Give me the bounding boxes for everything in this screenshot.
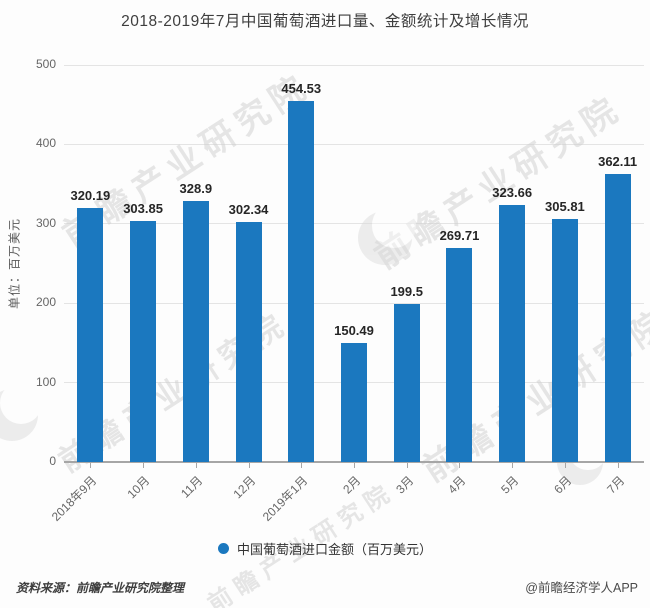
bar-value-label: 199.5 [390, 283, 423, 299]
x-tick [248, 463, 250, 468]
gridline [64, 64, 644, 66]
legend-label: 中国葡萄酒进口金额（百万美元） [236, 542, 432, 557]
bar [235, 221, 262, 462]
bar-value-label: 305.81 [545, 199, 585, 215]
bar-value-label: 303.85 [123, 200, 163, 216]
gridline [64, 223, 644, 225]
bar-value-label: 269.71 [439, 227, 480, 243]
y-axis-title: 单位：百万美元 [7, 218, 22, 310]
x-tick [617, 463, 619, 468]
bar [446, 247, 473, 462]
bar-value-label: 328.9 [179, 180, 213, 196]
x-axis-line [64, 461, 644, 463]
bar [604, 174, 631, 462]
y-tick-label: 400 [35, 136, 56, 151]
bar-value-label: 454.53 [281, 81, 322, 97]
chart-title: 2018-2019年7月中国葡萄酒进口量、金额统计及增长情况 [121, 13, 529, 30]
bar [499, 205, 526, 462]
legend: 中国葡萄酒进口金额（百万美元） [0, 539, 650, 558]
bar-value-label: 362.11 [598, 154, 638, 170]
x-tick [406, 463, 408, 468]
watermark-logo-icon [0, 381, 43, 441]
credit-note: @前瞻经济学人APP [525, 581, 638, 595]
bar-value-label: 320.19 [70, 187, 111, 203]
y-tick-label: 500 [35, 57, 56, 71]
legend-marker-circle-icon [217, 543, 229, 554]
x-tick [301, 463, 303, 468]
x-tick [195, 463, 197, 468]
footer: 资料来源：前瞻产业研究院整理 @前瞻经济学人APP [16, 577, 638, 596]
bar-value-label: 323.66 [492, 185, 533, 200]
bar-value-label: 302.34 [228, 201, 269, 217]
y-tick-label: 0 [49, 454, 56, 468]
x-tick [90, 463, 92, 468]
bar [288, 101, 315, 462]
x-tick [354, 463, 355, 468]
x-tick [459, 463, 461, 468]
gridline [64, 143, 644, 145]
y-tick-label: 300 [35, 215, 56, 230]
gridline [64, 302, 644, 304]
bar-value-label: 150.49 [334, 322, 374, 338]
x-tick [512, 463, 514, 468]
watermark-logo-icon [358, 203, 417, 265]
bar [130, 220, 157, 462]
watermark-text: 前瞻产业研究院 [52, 304, 295, 479]
y-tick-label: 200 [35, 295, 56, 310]
bar [393, 303, 420, 462]
bar [77, 207, 104, 462]
y-tick-label: 100 [35, 374, 56, 389]
x-tick [564, 463, 566, 468]
source-note: 资料来源：前瞻产业研究院整理 [16, 581, 185, 595]
bar [341, 342, 367, 462]
bar [182, 200, 209, 462]
bar [551, 219, 578, 462]
x-tick [143, 463, 145, 468]
